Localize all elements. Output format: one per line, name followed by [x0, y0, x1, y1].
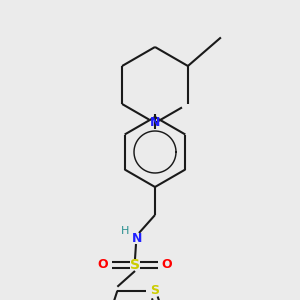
Text: S: S: [130, 258, 140, 272]
Text: N: N: [150, 116, 160, 130]
Text: H: H: [121, 226, 129, 236]
Text: O: O: [98, 259, 108, 272]
Text: S: S: [150, 284, 159, 297]
Text: N: N: [132, 232, 142, 244]
Text: O: O: [162, 259, 172, 272]
